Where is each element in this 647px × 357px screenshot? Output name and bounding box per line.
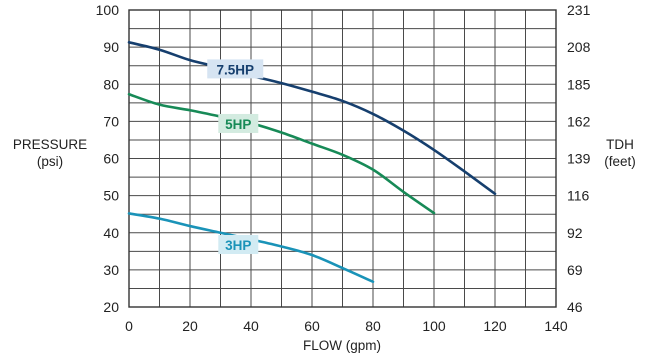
- series-label-background: [218, 235, 259, 255]
- grid-lines: [129, 10, 556, 307]
- left-y-tick-label: 30: [103, 262, 119, 278]
- series-label-background: [218, 113, 259, 133]
- left-y-tick-label: 100: [96, 2, 120, 18]
- x-tick-label: 40: [243, 318, 259, 334]
- series-label-text: 5HP: [225, 117, 251, 132]
- tick-labels: 0 20 40 60 80 100 120 140 100 90 80 70 60 50 40 30 20 231…: [96, 2, 591, 334]
- left-y-tick-label: 40: [103, 225, 119, 241]
- left-y-tick-label: 60: [103, 151, 119, 167]
- plot-frame: [128, 9, 557, 308]
- right-y-tick-label: 231: [567, 2, 591, 18]
- right-y-tick-label: 162: [567, 113, 591, 129]
- series-labels: 7.5HP 5HP 3HP: [207, 59, 264, 255]
- x-tick-label: 20: [182, 318, 198, 334]
- right-y-tick-label: 185: [567, 76, 591, 92]
- right-axis-title-line2: (feet): [604, 154, 636, 169]
- series-line-5hp: [127, 92, 436, 215]
- series-label-3hp: 3HP: [218, 235, 259, 255]
- left-y-tick-label: 20: [103, 299, 119, 315]
- right-y-tick-label: 69: [567, 262, 583, 278]
- x-tick-label: 60: [304, 318, 320, 334]
- series-label-7-5hp: 7.5HP: [207, 59, 264, 79]
- right-axis-title-line1: TDH: [606, 137, 634, 152]
- series-label-text: 7.5HP: [216, 62, 254, 77]
- right-y-tick-label: 208: [567, 39, 591, 55]
- right-y-tick-label: 139: [567, 151, 591, 167]
- right-y-tick-label: 116: [567, 188, 590, 204]
- series-line-7-5hp: [127, 41, 497, 196]
- left-axis-title-line1: PRESSURE: [13, 137, 87, 152]
- series-label-5hp: 5HP: [218, 113, 259, 133]
- left-y-tick-label: 90: [103, 39, 119, 55]
- x-tick-label: 140: [544, 318, 568, 334]
- right-y-tick-label: 46: [567, 299, 583, 315]
- x-tick-label: 100: [422, 318, 446, 334]
- right-y-tick-label: 92: [567, 225, 583, 241]
- x-axis-title: FLOW (gpm): [303, 338, 381, 353]
- left-axis-title-line2: (psi): [37, 154, 63, 169]
- x-tick-label: 0: [125, 318, 133, 334]
- series-label-text: 3HP: [225, 238, 251, 253]
- left-y-tick-label: 50: [103, 188, 119, 204]
- left-y-tick-label: 70: [103, 113, 119, 129]
- x-tick-label: 80: [365, 318, 381, 334]
- left-y-tick-label: 80: [103, 76, 119, 92]
- x-tick-label: 120: [483, 318, 507, 334]
- series-label-background: [207, 59, 264, 79]
